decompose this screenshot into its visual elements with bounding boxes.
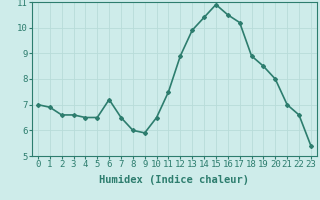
- X-axis label: Humidex (Indice chaleur): Humidex (Indice chaleur): [100, 175, 249, 185]
